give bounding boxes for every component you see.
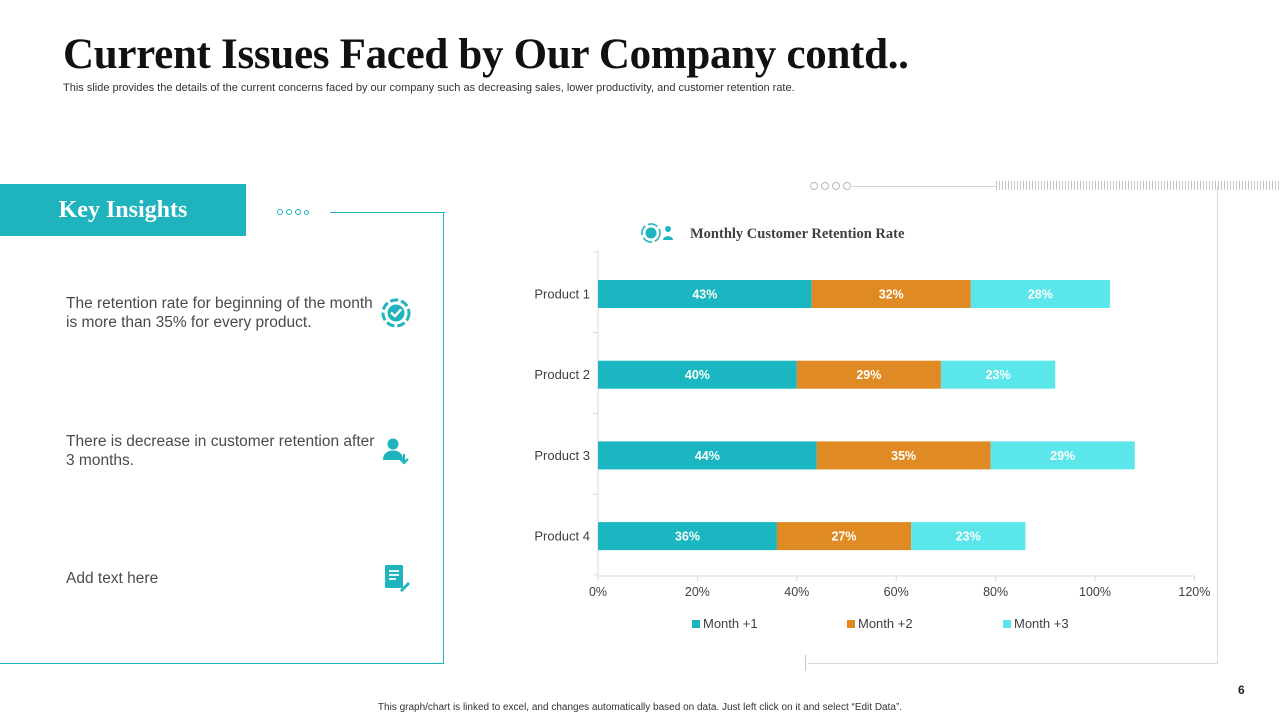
legend-label: Month +2 [858,616,913,631]
insights-panel [0,212,444,664]
insight-text-3: Add text here [66,570,159,587]
page-number: 6 [1238,683,1245,697]
decorative-dots [277,209,309,215]
legend-swatch [1003,620,1011,628]
bar-segment [598,441,817,470]
chart-panel-topline [852,186,996,187]
retention-bar-chart: 0% 20% 40% 60% 80% 100% 120% Product 1 43% 32% 28%… [534,250,1210,631]
category-label: Product 3 [534,448,590,463]
data-label: 40% [685,368,710,382]
decorative-tick [805,655,806,671]
user-down-icon [383,438,409,465]
category-label: Product 4 [534,529,590,544]
x-tick-label: 100% [1079,585,1111,599]
insight-text-2: There is decrease in customer retention … [66,433,375,469]
slide-title: Current Issues Faced by Our Company cont… [63,31,909,78]
document-edit-icon [385,565,410,592]
footer-note: This graph/chart is linked to excel, and… [377,702,903,713]
data-label: 29% [856,368,881,382]
bar-segment [940,360,1056,389]
chart-panel [808,186,1218,664]
bar-segment [598,360,797,389]
category-label: Product 1 [534,287,590,302]
decorative-hatch [996,181,1280,190]
bar-segment [796,360,941,389]
decorative-dots-grey [810,182,851,190]
data-label: 36% [675,530,700,544]
bar-segment [911,522,1026,551]
x-tick-label: 120% [1178,585,1210,599]
key-insights-heading: Key Insights [0,184,246,236]
bar-segment [598,280,812,308]
data-label: 27% [831,530,856,544]
data-label: 29% [1050,449,1075,463]
legend-swatch [847,620,855,628]
x-tick-label: 40% [784,585,809,599]
bar-segment [598,522,777,551]
x-tick-label: 0% [589,585,607,599]
bar-segment [990,441,1135,470]
data-label: 23% [986,368,1011,382]
legend-swatch [692,620,700,628]
data-label: 44% [695,449,720,463]
data-label: 32% [879,288,904,302]
x-tick-label: 80% [983,585,1008,599]
x-tick-label: 20% [685,585,710,599]
x-tick-label: 60% [884,585,909,599]
data-label: 35% [891,449,916,463]
insights-panel-topline [330,212,445,213]
bar-segment [816,441,991,470]
bar-segment [811,280,971,308]
slide-subtitle: This slide provides the details of the c… [63,82,795,94]
bar-segment [970,280,1110,308]
data-label: 23% [956,530,981,544]
bar-segment [776,522,912,551]
category-label: Product 2 [534,367,590,382]
legend-label: Month +3 [1014,616,1069,631]
retention-chart-icon [641,223,673,243]
insight-text-1: The retention rate for beginning of the … [66,295,373,331]
chart-title: Monthly Customer Retention Rate [690,226,905,242]
data-label: 43% [692,288,717,302]
legend-label: Month +1 [703,616,758,631]
data-label: 28% [1028,288,1053,302]
gear-check-icon [381,298,411,328]
